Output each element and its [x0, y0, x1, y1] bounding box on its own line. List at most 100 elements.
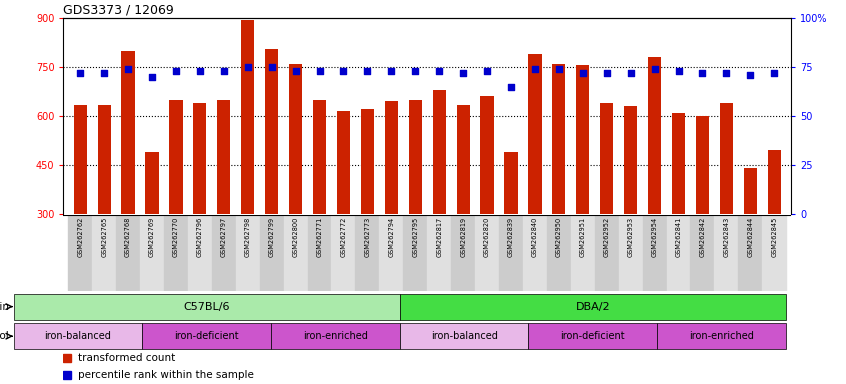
Text: GSM262840: GSM262840	[532, 217, 538, 257]
Point	[217, 68, 231, 74]
Text: C57BL/6: C57BL/6	[184, 301, 230, 312]
Bar	[265, 49, 278, 214]
Bar	[767, 150, 781, 214]
Bar	[643, 215, 667, 291]
Bar	[451, 215, 475, 291]
Bar	[164, 215, 188, 291]
Text: GSM262819: GSM262819	[460, 217, 466, 257]
Point	[720, 70, 733, 76]
Bar	[427, 215, 451, 291]
Text: protocol: protocol	[0, 331, 9, 341]
Bar	[624, 106, 637, 214]
Text: GSM262841: GSM262841	[675, 217, 682, 257]
Point	[672, 68, 685, 74]
Text: GSM262799: GSM262799	[269, 217, 275, 257]
Bar	[499, 215, 523, 291]
Point	[288, 68, 302, 74]
Bar	[260, 215, 283, 291]
Bar	[457, 104, 470, 214]
Bar	[648, 57, 662, 214]
Text: iron-enriched: iron-enriched	[689, 331, 754, 341]
Text: GSM262952: GSM262952	[604, 217, 610, 257]
Point	[193, 68, 206, 74]
Bar	[399, 323, 529, 349]
Bar	[475, 215, 499, 291]
Bar	[744, 168, 757, 214]
Bar	[169, 100, 183, 214]
Point	[146, 74, 159, 80]
Bar	[618, 215, 643, 291]
Bar	[14, 323, 142, 349]
Bar	[283, 215, 308, 291]
Bar	[595, 215, 618, 291]
Point	[385, 68, 398, 74]
Text: GSM262797: GSM262797	[221, 217, 227, 257]
Bar	[690, 215, 714, 291]
Text: percentile rank within the sample: percentile rank within the sample	[78, 370, 254, 380]
Text: GSM262765: GSM262765	[102, 217, 107, 257]
Text: GSM262843: GSM262843	[723, 217, 729, 257]
Bar	[193, 103, 206, 214]
Bar	[600, 103, 613, 214]
Text: GSM262951: GSM262951	[580, 217, 585, 257]
Text: GSM262950: GSM262950	[556, 217, 562, 257]
Bar	[409, 100, 422, 214]
Bar	[547, 215, 571, 291]
Text: iron-deficient: iron-deficient	[561, 331, 625, 341]
Text: GSM262768: GSM262768	[125, 217, 131, 257]
Text: iron-deficient: iron-deficient	[174, 331, 239, 341]
Point	[337, 68, 350, 74]
Point	[624, 70, 637, 76]
Text: GSM262953: GSM262953	[628, 217, 634, 257]
Point	[360, 68, 374, 74]
Bar	[97, 104, 111, 214]
Point	[648, 66, 662, 72]
Point	[121, 66, 135, 72]
Bar	[552, 64, 565, 214]
Bar	[739, 215, 762, 291]
Text: GSM262770: GSM262770	[173, 217, 179, 257]
Bar	[714, 215, 739, 291]
Point	[552, 66, 566, 72]
Bar	[657, 323, 786, 349]
Point	[409, 68, 422, 74]
Point	[456, 70, 470, 76]
Bar	[762, 215, 786, 291]
Point	[504, 84, 518, 90]
Text: GSM262771: GSM262771	[316, 217, 322, 257]
Bar	[146, 152, 158, 214]
Bar	[313, 100, 326, 214]
Text: GSM262844: GSM262844	[747, 217, 753, 257]
Bar	[140, 215, 164, 291]
Bar	[289, 64, 302, 214]
Point	[695, 70, 709, 76]
Bar	[69, 215, 92, 291]
Bar	[92, 215, 116, 291]
Text: GSM262794: GSM262794	[388, 217, 394, 257]
Bar	[576, 65, 590, 214]
Text: GSM262954: GSM262954	[651, 217, 657, 257]
Text: iron-balanced: iron-balanced	[431, 331, 497, 341]
Bar	[379, 215, 404, 291]
Text: GSM262800: GSM262800	[293, 217, 299, 257]
Bar	[399, 294, 786, 319]
Bar	[529, 54, 541, 214]
Bar	[116, 215, 140, 291]
Bar	[523, 215, 547, 291]
Bar	[122, 51, 135, 214]
Bar	[212, 215, 236, 291]
Bar	[529, 323, 657, 349]
Text: GDS3373 / 12069: GDS3373 / 12069	[63, 4, 174, 17]
Bar	[236, 215, 260, 291]
Text: GSM262773: GSM262773	[365, 217, 371, 257]
Text: strain: strain	[0, 301, 9, 312]
Point	[74, 70, 87, 76]
Point	[169, 68, 183, 74]
Text: GSM262842: GSM262842	[700, 217, 706, 257]
Point	[432, 68, 446, 74]
Bar	[696, 116, 709, 214]
Text: GSM262772: GSM262772	[340, 217, 347, 257]
Bar	[432, 90, 446, 214]
Bar	[14, 294, 399, 319]
Bar	[720, 103, 733, 214]
